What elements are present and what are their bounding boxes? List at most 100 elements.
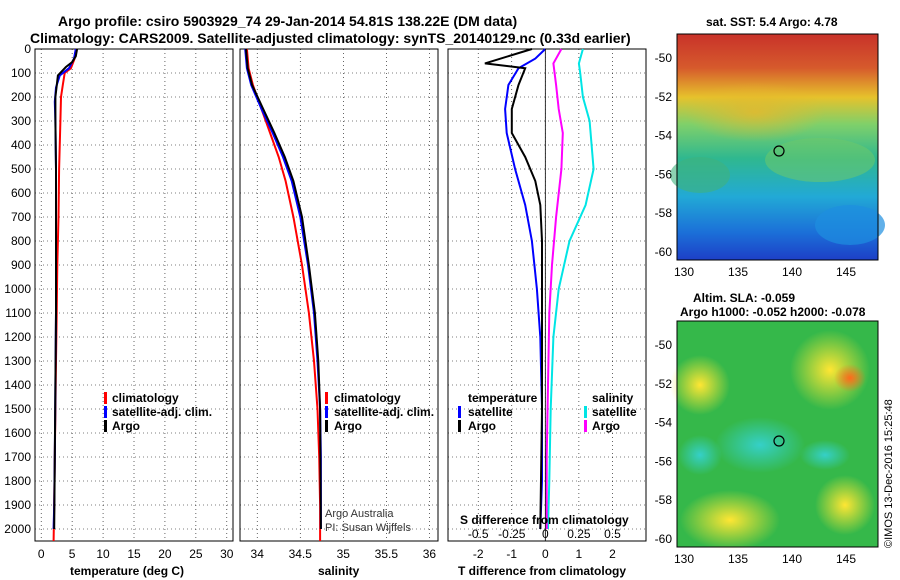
t-difference-tick-label: 1 [576, 547, 583, 561]
map-lat-tick-label: -60 [655, 532, 673, 546]
temperature-tick-label: 15 [127, 547, 141, 561]
map-lon-tick-label: 135 [728, 552, 748, 566]
sst-map-title: sat. SST: 5.4 Argo: 4.78 [706, 15, 838, 29]
t-difference-tick-label: 0 [542, 547, 549, 561]
temperature-legend: climatology satellite-adj. clim. Argo [104, 391, 212, 433]
s-difference-tick-label: 0.5 [604, 527, 621, 541]
legend-satellite-label: satellite-adj. clim. [334, 405, 434, 419]
depth-tick-label: 0 [24, 42, 31, 56]
legend-salinity-heading: salinity [592, 391, 634, 405]
difference-legend: temperature satellite Argo salinity sate… [458, 391, 637, 433]
map-lat-tick-label: -56 [655, 454, 673, 468]
profile-series [52, 48, 595, 542]
depth-tick-label: 1800 [4, 474, 31, 488]
salinity-axis-label: salinity [318, 564, 360, 578]
sla-map [670, 320, 879, 550]
depth-tick-label: 700 [11, 210, 31, 224]
legend-climatology-label: climatology [112, 391, 179, 405]
legend-t-satellite-swatch [458, 406, 461, 418]
sst-green-patch [765, 138, 875, 182]
difference-panel-frame [447, 48, 647, 542]
legend-argo-label: Argo [112, 419, 140, 433]
map-lon-tick-label: 145 [836, 265, 856, 279]
series-line-climatology [245, 48, 322, 541]
legend-climatology-label: climatology [334, 391, 401, 405]
sla-yellow-patch-3 [680, 490, 780, 550]
series-line-s-argo [545, 48, 564, 529]
legend-t-argo-swatch [458, 420, 461, 432]
sst-teal-patch [670, 157, 730, 193]
depth-tick-label: 600 [11, 186, 31, 200]
s-difference-tick-label: 0.25 [567, 527, 591, 541]
legend-climatology-swatch [104, 392, 107, 404]
sla-map-title-line2: Argo h1000: -0.052 h2000: -0.078 [680, 305, 866, 319]
depth-tick-label: 200 [11, 90, 31, 104]
legend-s-satellite-label: satellite [592, 405, 637, 419]
legend-argo-swatch [325, 420, 328, 432]
series-line-s-satellite [547, 48, 595, 530]
depth-tick-label: 900 [11, 258, 31, 272]
depth-tick-label: 400 [11, 138, 31, 152]
depth-tick-labels: 0 100 200 300 400 500 600 700 800 900 1000 1100 1200… [4, 42, 31, 536]
legend-t-satellite-label: satellite [468, 405, 513, 419]
depth-tick-label: 1900 [4, 498, 31, 512]
depth-tick-label: 1500 [4, 402, 31, 416]
map-lon-tick-label: 135 [728, 265, 748, 279]
t-difference-axis-label: T difference from climatology [458, 564, 626, 578]
pi-note: PI: Susan Wijffels [325, 522, 411, 534]
salinity-panel-frame [239, 48, 439, 542]
map-lat-tick-label: -52 [655, 377, 673, 391]
legend-s-argo-label: Argo [592, 419, 620, 433]
map-lat-tick-label: -60 [655, 245, 673, 259]
salinity-tick-label: 35.5 [375, 547, 399, 561]
map-lat-tick-label: -58 [655, 206, 673, 220]
map-lat-tick-label: -50 [655, 338, 673, 352]
s-difference-axis-label: S difference from climatology [460, 513, 629, 527]
sla-cyan-patch-2 [678, 435, 722, 475]
depth-tick-label: 1600 [4, 426, 31, 440]
depth-tick-label: 800 [11, 234, 31, 248]
map-lat-tick-label: -54 [655, 129, 673, 143]
salinity-tick-label: 34 [251, 547, 265, 561]
legend-argo-swatch [104, 420, 107, 432]
temperature-tick-label: 30 [220, 547, 234, 561]
series-line-argo [245, 48, 322, 530]
salinity-legend: climatology satellite-adj. clim. Argo [325, 391, 434, 433]
depth-tick-label: 1700 [4, 450, 31, 464]
depth-tick-label: 500 [11, 162, 31, 176]
sst-float-marker [773, 145, 785, 157]
map-lat-tick-label: -50 [655, 51, 673, 65]
legend-satellite-swatch [104, 406, 107, 418]
depth-tick-label: 300 [11, 114, 31, 128]
sla-map-frame [676, 320, 879, 548]
map-lon-tick-label: 145 [836, 552, 856, 566]
depth-tick-label: 1400 [4, 378, 31, 392]
temperature-tick-label: 25 [189, 547, 203, 561]
dotted-grid [35, 48, 646, 541]
temperature-tick-label: 20 [158, 547, 172, 561]
sla-cyan-patch-3 [800, 440, 850, 470]
sla-map-title-line1: Altim. SLA: -0.059 [693, 291, 795, 305]
imos-stamp: ©IMOS 13-Dec-2016 15:25:48 [883, 399, 895, 548]
depth-tick-label: 2000 [4, 522, 31, 536]
sla-float-marker [773, 435, 785, 447]
map-lat-tick-label: -56 [655, 167, 673, 181]
series-line-t-argo [484, 48, 543, 530]
legend-argo-label: Argo [334, 419, 362, 433]
figure-title-line2: Climatology: CARS2009. Satellite-adjuste… [30, 30, 631, 46]
sla-yellow-patch-1 [670, 355, 730, 415]
map-lon-tick-label: 140 [782, 552, 802, 566]
sla-cyan-patch-1 [715, 417, 805, 473]
salinity-tick-label: 36 [423, 547, 437, 561]
series-line-argo [53, 48, 79, 530]
legend-satellite-label: satellite-adj. clim. [112, 405, 212, 419]
temperature-axis-label: temperature (deg C) [70, 564, 184, 578]
depth-tick-label: 1200 [4, 330, 31, 344]
t-difference-tick-label: -1 [506, 547, 517, 561]
figure-title-line1: Argo profile: csiro 5903929_74 29-Jan-20… [58, 13, 517, 29]
depth-tick-label: 100 [11, 66, 31, 80]
t-difference-tick-label: -2 [473, 547, 484, 561]
sst-warm-patch [685, 82, 825, 142]
sla-yellow-patch-4 [815, 475, 875, 535]
